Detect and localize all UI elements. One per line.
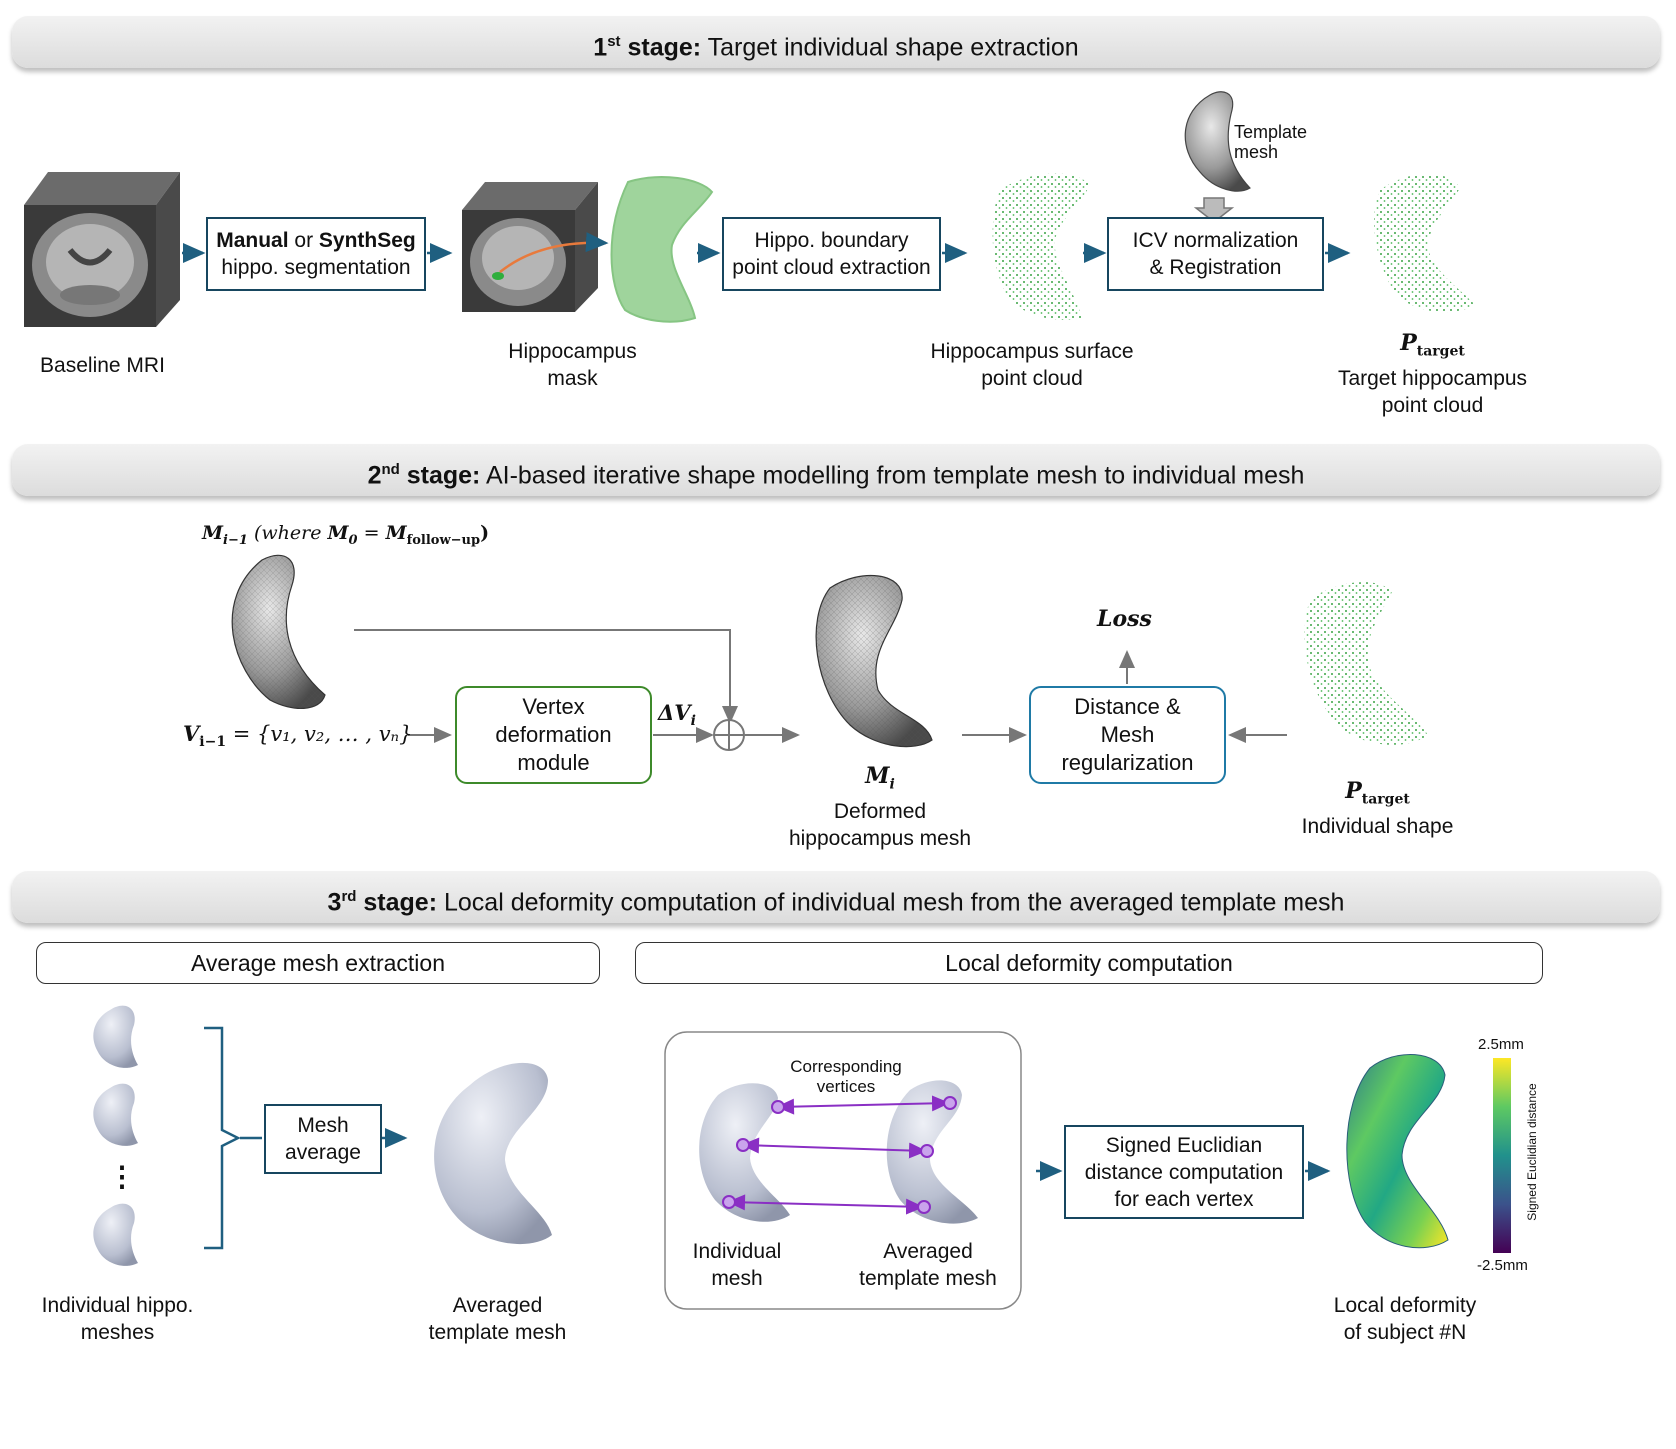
local-deformity-section-header: Local deformity computation	[635, 942, 1543, 984]
p-target-caption: Ptarget Individual shape	[1301, 778, 1454, 839]
mask-shape	[610, 176, 714, 323]
boundary-extraction-box: Hippo. boundary point cloud extraction	[722, 217, 941, 291]
distance-regularization-box: Distance & Mesh regularization	[1029, 686, 1226, 784]
sum-operator	[713, 719, 745, 751]
local-deformity-caption: Local deformity of subject #N	[1333, 1294, 1477, 1344]
individual-point-cloud	[1304, 582, 1428, 745]
template-mesh-top	[1184, 91, 1251, 192]
colorbar-min: -2.5mm	[1477, 1257, 1528, 1274]
colorbar	[1493, 1058, 1511, 1253]
individual-mesh-caption: Individual mesh	[692, 1240, 782, 1290]
stage1-banner: 1st stage: Target individual shape extra…	[12, 16, 1660, 68]
corr-line-2	[741, 1137, 927, 1159]
stage3-banner: 3rd stage: Local deformity computation o…	[12, 871, 1660, 923]
m-prev-label: Mi−1 (where M0 = Mfollow−up)	[202, 522, 490, 548]
surface-cloud-caption: Hippocampus surface point cloud	[930, 340, 1134, 390]
hippocampus-mask-cube	[462, 182, 609, 312]
vertex-markers	[722, 1096, 957, 1214]
corr-line-3	[727, 1194, 924, 1215]
target-caption: Ptarget Target hippocampus point cloud	[1337, 330, 1528, 418]
loss-label: Loss	[1097, 606, 1152, 632]
icv-registration-box: ICV normalization & Registration	[1107, 217, 1324, 291]
averaged-template-mesh	[434, 1062, 552, 1245]
colorbar-max: 2.5mm	[1478, 1036, 1524, 1053]
arrow-mprev-to-sum	[354, 629, 738, 724]
mask-caption: Hippocampus mask	[508, 340, 637, 390]
baseline-mri-caption: Baseline MRI	[40, 354, 165, 377]
segmentation-box: Manual or SynthSeg hippo. segmentation	[206, 217, 426, 291]
average-mesh-section-header: Average mesh extraction	[36, 942, 600, 984]
template-mesh-caption: Template mesh	[1234, 122, 1308, 162]
averaged-mesh-small	[886, 1080, 978, 1224]
target-point-cloud	[1374, 174, 1475, 313]
delta-v-label: ΔVi	[658, 700, 696, 730]
colorbar-label: Signed Euclidian distance	[1525, 1083, 1539, 1221]
surface-point-cloud	[992, 173, 1090, 320]
v-prev-label: Vi−1 = {v₁, v₂, … , vₙ}	[183, 721, 413, 751]
bracket	[204, 1026, 241, 1250]
mi-caption: Mi Deformed hippocampus mesh	[788, 763, 972, 851]
corresponding-vertices-label: Corresponding vertices	[790, 1057, 902, 1096]
corr-line-1	[776, 1095, 950, 1115]
signed-distance-box: Signed Euclidian distance computation for …	[1064, 1125, 1304, 1219]
averaged-template-caption: Averaged template mesh	[428, 1294, 567, 1344]
vertex-deformation-module: Vertex deformation module	[455, 686, 652, 784]
ellipsis-dots: ⋮	[108, 1161, 136, 1192]
stage2-banner: 2nd stage: AI-based iterative shape mode…	[12, 444, 1660, 496]
mesh-average-box: Mesh average	[264, 1104, 382, 1174]
averaged-template-mesh-caption: Averaged template mesh	[859, 1240, 997, 1290]
individual-meshes-stack	[93, 1005, 138, 1266]
baseline-mri-cube	[24, 172, 180, 327]
individual-meshes-caption: Individual hippo. meshes	[41, 1294, 194, 1344]
local-deformity-mesh	[1346, 1053, 1449, 1249]
down-arrow-template	[1193, 197, 1235, 223]
